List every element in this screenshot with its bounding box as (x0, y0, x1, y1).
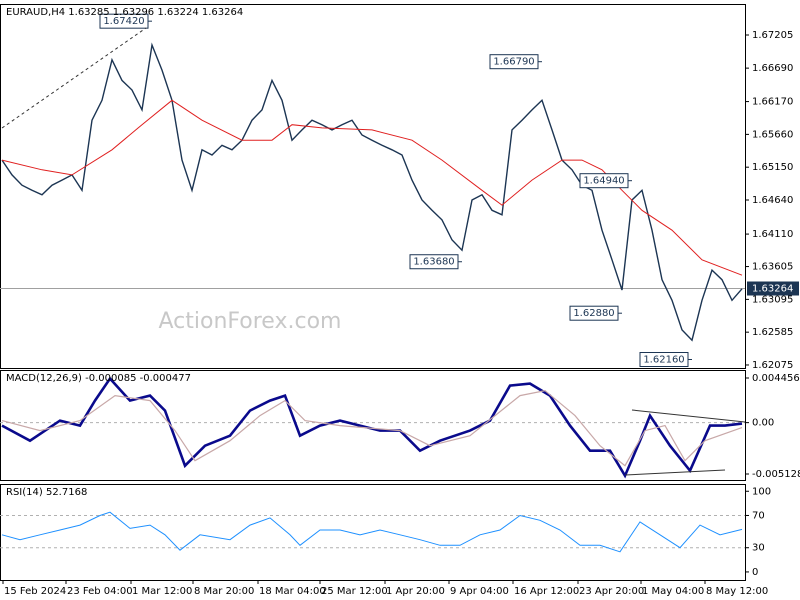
y-tick-label: 70 (752, 510, 765, 521)
x-tick-label: 18 Mar 04:00 (259, 586, 326, 597)
y-tick-label: 1.64640 (752, 195, 793, 206)
y-tick-label: -0.005128 (752, 469, 800, 480)
x-tick-label: 23 Apr 20:00 (579, 586, 644, 597)
panel (0, 484, 746, 581)
x-tick-label: 15 Feb 2024 (4, 586, 66, 597)
x-tick-label: 8 May 12:00 (706, 586, 768, 597)
annotation-label: 1.63680 (413, 257, 454, 268)
y-tick-label: 1.65150 (752, 162, 793, 173)
annotation-label: 1.62880 (573, 308, 614, 319)
annotation-box (409, 254, 459, 270)
trendline (631, 409, 746, 423)
y-tick-label: 100 (752, 486, 771, 497)
annotation-box (639, 352, 689, 368)
y-tick-label: 0.00 (752, 418, 774, 429)
annotation-box (579, 173, 629, 189)
y-tick-label: 1.64110 (752, 229, 793, 240)
x-tick-label: 1 Apr 20:00 (386, 586, 445, 597)
x-tick-label: 25 Mar 12:00 (321, 586, 388, 597)
y-tick-label: 1.63095 (752, 294, 793, 305)
series-line (1, 511, 743, 553)
y-tick-label: 1.62075 (752, 360, 793, 371)
annotation-label: 1.64940 (583, 176, 624, 187)
y-tick-label: 1.66170 (752, 97, 793, 108)
series-line (1, 99, 743, 276)
annotation-box (489, 54, 539, 70)
annotation-label: 1.62160 (643, 355, 684, 366)
watermark: ActionForex.com (159, 309, 342, 334)
current-price-label: 1.63264 (752, 283, 793, 294)
panel-title: RSI(14) 52.7168 (6, 487, 87, 498)
y-tick-label: 30 (752, 543, 765, 554)
panel-title: MACD(12,26,9) -0.000085 -0.000477 (6, 373, 191, 384)
x-tick-label: 23 Feb 04:00 (67, 586, 133, 597)
annotation-label: 1.67420 (103, 16, 144, 27)
x-tick-label: 1 Mar 12:00 (132, 586, 192, 597)
annotation-box (99, 13, 149, 29)
trendline (624, 469, 726, 476)
annotation-box (569, 305, 619, 321)
panel-title: EURAUD,H4 1.63285 1.63296 1.63224 1.6326… (6, 7, 243, 18)
current-price-box (747, 281, 799, 296)
y-tick-label: 0.004456 (752, 373, 800, 384)
y-tick-label: 1.62585 (752, 327, 793, 338)
x-tick-label: 16 Apr 12:00 (514, 586, 579, 597)
series-line (1, 389, 743, 467)
y-tick-label: 1.66690 (752, 63, 793, 74)
x-tick-label: 1 May 04:00 (642, 586, 704, 597)
y-tick-label: 1.63605 (752, 262, 793, 273)
x-tick-label: 9 Apr 04:00 (450, 586, 509, 597)
y-tick-label: 1.67205 (752, 30, 793, 41)
annotation-label: 1.66790 (493, 57, 534, 68)
y-tick-label: 1.65660 (752, 129, 793, 140)
y-tick-label: 0 (752, 567, 758, 578)
series-line (1, 42, 743, 342)
x-tick-label: 8 Mar 20:00 (194, 586, 254, 597)
trendline (1, 27, 147, 129)
panel (0, 370, 746, 481)
